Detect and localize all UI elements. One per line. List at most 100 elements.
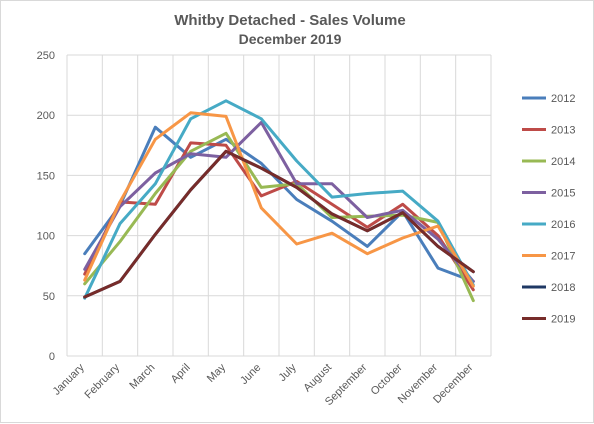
legend-label-2017: 2017 [551, 251, 575, 263]
data-point-2017 [118, 200, 122, 204]
data-point-2013 [401, 203, 404, 206]
data-point-2013 [189, 141, 192, 145]
data-point-2019 [83, 295, 86, 299]
data-point-2015 [224, 156, 228, 159]
data-point-2013 [154, 203, 157, 206]
data-point-2016 [295, 159, 298, 163]
data-point-2013 [366, 225, 369, 229]
data-point-2014 [118, 240, 122, 243]
data-point-2017 [295, 242, 298, 246]
legend: 2012 2013 2014 2015 2016 2017 2018 2019 [522, 93, 575, 326]
data-point-2019 [118, 280, 122, 283]
data-point-2017 [401, 236, 404, 240]
data-point-2019 [260, 166, 263, 170]
data-point-2012 [83, 252, 86, 255]
data-point-2017 [260, 206, 263, 210]
data-point-2013 [330, 203, 334, 206]
data-point-2017 [330, 231, 334, 235]
data-point-2014 [224, 132, 228, 135]
x-tick-label: April [169, 362, 193, 386]
data-point-2016 [260, 117, 263, 121]
series-line-2016 [83, 99, 475, 300]
chart-title: Whitby Detached - Sales Volume [174, 12, 405, 29]
data-point-2019 [295, 186, 298, 189]
data-point-2012 [295, 198, 298, 201]
legend-label-2015: 2015 [551, 188, 575, 200]
data-point-2012 [260, 162, 263, 165]
data-point-2015 [83, 268, 86, 271]
x-tick-label: March [127, 362, 157, 392]
data-point-2013 [260, 194, 263, 198]
data-point-2014 [472, 299, 475, 302]
data-point-2013 [83, 272, 86, 276]
y-tick-label: 100 [37, 231, 55, 243]
data-point-2012 [189, 156, 192, 159]
legend-label-2013: 2013 [551, 125, 575, 137]
y-tick-label: 50 [43, 291, 55, 303]
data-point-2012 [330, 219, 334, 223]
data-point-2019 [401, 211, 404, 214]
legend-label-2019: 2019 [551, 314, 575, 326]
data-point-2015 [295, 182, 298, 186]
data-point-2012 [366, 245, 369, 248]
data-point-2012 [224, 138, 228, 141]
x-tick-label: July [276, 361, 299, 384]
data-point-2013 [472, 288, 475, 291]
series-line-2019 [83, 149, 475, 299]
data-point-2015 [366, 216, 369, 219]
data-point-2016 [436, 219, 440, 223]
data-point-2013 [436, 234, 440, 237]
data-point-2015 [154, 171, 157, 175]
legend-label-2016: 2016 [551, 219, 575, 231]
series-line-2017 [83, 111, 475, 288]
data-point-2017 [436, 224, 440, 228]
legend-label-2012: 2012 [551, 93, 575, 105]
x-tick-label: June [238, 362, 263, 387]
data-point-2014 [154, 192, 157, 195]
data-point-2016 [154, 182, 157, 186]
y-tick-label: 250 [37, 50, 55, 62]
series-line-2012 [83, 125, 475, 283]
data-point-2019 [189, 188, 192, 192]
data-point-2014 [330, 216, 334, 219]
data-point-2016 [366, 192, 369, 195]
data-point-2017 [189, 111, 192, 114]
y-tick-label: 0 [49, 351, 55, 363]
data-point-2015 [436, 238, 440, 241]
data-point-2019 [436, 245, 440, 248]
data-point-2016 [330, 195, 334, 199]
gridlines [66, 54, 492, 357]
data-point-2017 [472, 284, 475, 288]
series-lines [83, 99, 475, 303]
data-point-2019 [224, 150, 228, 153]
data-point-2019 [330, 212, 334, 216]
data-point-2017 [154, 138, 157, 141]
data-point-2017 [366, 252, 369, 255]
data-point-2016 [118, 222, 122, 225]
x-tick-label: August [301, 362, 334, 395]
data-point-2012 [436, 266, 440, 270]
data-point-2015 [330, 182, 334, 186]
data-point-2015 [189, 152, 192, 155]
data-point-2019 [154, 233, 157, 236]
data-point-2014 [260, 186, 263, 189]
series-line-2015 [83, 120, 475, 283]
data-point-2016 [401, 189, 404, 193]
data-point-2019 [366, 229, 369, 232]
y-tick-label: 200 [37, 110, 55, 122]
y-tick-label: 150 [37, 170, 55, 182]
data-point-2016 [189, 117, 192, 121]
chart-subtitle: December 2019 [239, 31, 342, 47]
data-point-2014 [189, 150, 192, 153]
data-point-2012 [154, 126, 157, 129]
data-point-2013 [224, 144, 228, 147]
data-point-2019 [472, 270, 475, 273]
data-point-2017 [224, 115, 228, 118]
x-tick-label: May [205, 361, 229, 385]
legend-label-2018: 2018 [551, 282, 575, 294]
data-point-2016 [224, 99, 228, 102]
legend-label-2014: 2014 [551, 156, 575, 168]
data-point-2015 [401, 209, 404, 212]
